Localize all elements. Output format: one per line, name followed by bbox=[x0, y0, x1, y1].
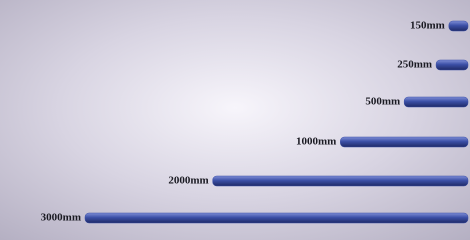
rod-label: 1000mm bbox=[296, 136, 336, 148]
rod bbox=[213, 176, 468, 186]
rod bbox=[340, 137, 468, 147]
rod-label: 250mm bbox=[397, 59, 432, 71]
rod bbox=[449, 21, 468, 31]
photo: 150mm 250mm 500mm 1000mm 2000mm 3000mm bbox=[0, 0, 470, 240]
rod-label: 500mm bbox=[365, 96, 400, 108]
rod bbox=[436, 60, 468, 70]
rod bbox=[85, 213, 468, 223]
rod-label: 2000mm bbox=[168, 175, 208, 187]
page: 150mm250mm500mm1000mm2000mm3000mm (() =>… bbox=[0, 0, 470, 240]
rod-label: 3000mm bbox=[41, 212, 81, 224]
rod-label: 150mm bbox=[410, 20, 445, 32]
rod bbox=[404, 97, 468, 107]
background bbox=[0, 0, 470, 240]
